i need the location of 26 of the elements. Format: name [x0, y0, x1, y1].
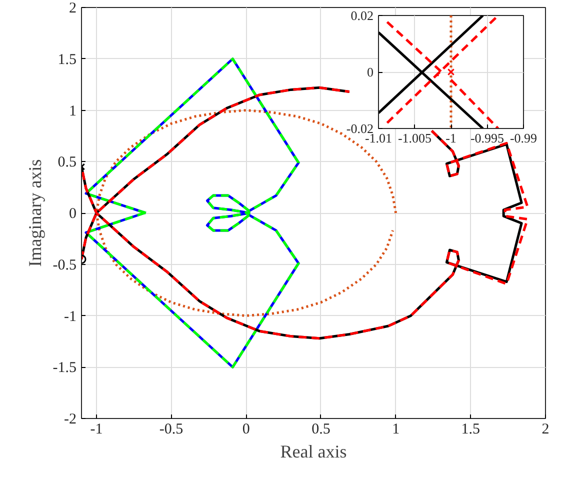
x-tick-label: 1 [392, 422, 400, 438]
y-tick-label: -2 [64, 412, 77, 428]
x-axis-title: Real axis [280, 442, 347, 462]
y-tick-label: -1.5 [52, 360, 77, 376]
y-tick-label: 2 [69, 0, 76, 16]
x-tick-label: -0.5 [159, 422, 184, 438]
x-tick-label: -1.005 [398, 130, 432, 146]
x-tick-label: -0.99 [510, 130, 538, 146]
y-tick-label: -0.5 [52, 257, 77, 274]
line-series [84, 58, 300, 368]
y-tick-label: 0 [367, 64, 374, 80]
x-tick-label: -1 [446, 130, 456, 146]
y-axis-title: Imaginary axis [24, 159, 45, 267]
x-tick-label: 2 [542, 422, 550, 438]
x-tick-label: 1.5 [461, 422, 480, 438]
line-series [95, 109, 398, 317]
y-tick-label: 1 [69, 103, 76, 120]
x-tick-label: 0.5 [312, 422, 330, 438]
y-tick-label: 0 [69, 206, 76, 222]
y-tick-label: 0.5 [58, 154, 76, 171]
y-tick-label: 0.02 [350, 8, 374, 23]
y-tick-label: -1 [64, 308, 77, 325]
x-tick-label: -1 [90, 422, 103, 438]
x-tick-label: -0.995 [470, 130, 504, 146]
x-tick-label: 0 [242, 422, 250, 438]
y-tick-label: 1.5 [58, 52, 76, 68]
